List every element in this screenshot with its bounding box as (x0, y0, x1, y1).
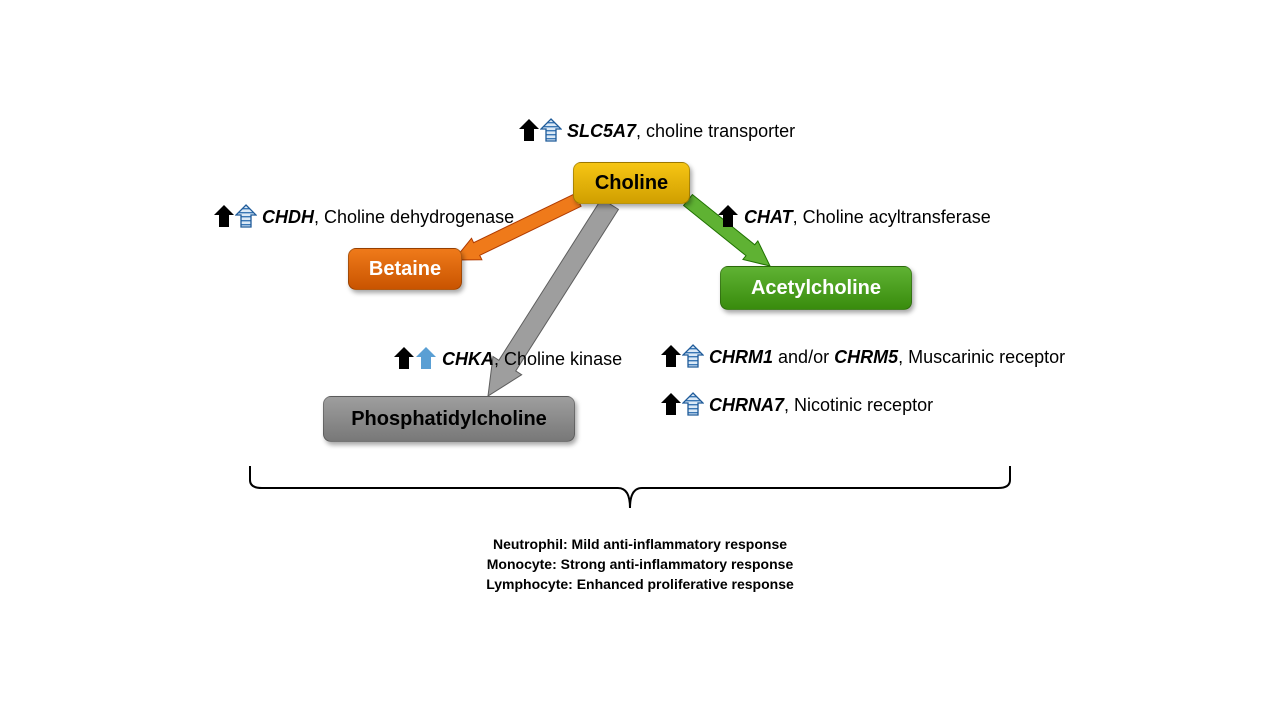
curly-brace (250, 466, 1010, 508)
label-chrna7: CHRNA7, Nicotinic receptor (660, 392, 933, 416)
node-phosphatidylcholine-label: Phosphatidylcholine (351, 408, 547, 431)
node-acetylcholine: Acetylcholine (720, 266, 912, 310)
label-chka: CHKA, Choline kinase (393, 346, 622, 370)
summary-line-1: Monocyte: Strong anti-inflammatory respo… (0, 556, 1280, 572)
up-arrow-black-icon (717, 204, 739, 228)
up-arrow-black-icon (393, 346, 415, 370)
up-arrow-black-icon (660, 392, 682, 416)
summary-block: Neutrophil: Mild anti-inflammatory respo… (0, 532, 1280, 596)
node-betaine: Betaine (348, 248, 462, 290)
up-arrow-striped-icon (682, 392, 704, 416)
summary-line-0: Neutrophil: Mild anti-inflammatory respo… (0, 536, 1280, 552)
label-chdh: CHDH, Choline dehydrogenase (213, 204, 514, 228)
summary-line-2: Lymphocyte: Enhanced proliferative respo… (0, 576, 1280, 592)
label-slc5a7: SLC5A7, choline transporter (518, 118, 795, 142)
up-arrow-black-icon (518, 118, 540, 142)
diagram-canvas: Choline Betaine Acetylcholine Phosphatid… (0, 0, 1280, 720)
node-phosphatidylcholine: Phosphatidylcholine (323, 396, 575, 442)
node-choline-label: Choline (595, 172, 668, 195)
up-arrow-striped-icon (682, 344, 704, 368)
up-arrow-striped-icon (235, 204, 257, 228)
node-betaine-label: Betaine (369, 258, 441, 281)
up-arrow-blue-icon (415, 346, 437, 370)
label-chrm: CHRM1 and/or CHRM5, Muscarinic receptor (660, 344, 1065, 368)
up-arrow-striped-icon (540, 118, 562, 142)
pathway-arrows (0, 0, 1280, 720)
up-arrow-black-icon (213, 204, 235, 228)
label-chat: CHAT, Choline acyltransferase (717, 204, 991, 228)
node-acetylcholine-label: Acetylcholine (751, 277, 881, 300)
up-arrow-black-icon (660, 344, 682, 368)
node-choline: Choline (573, 162, 690, 204)
